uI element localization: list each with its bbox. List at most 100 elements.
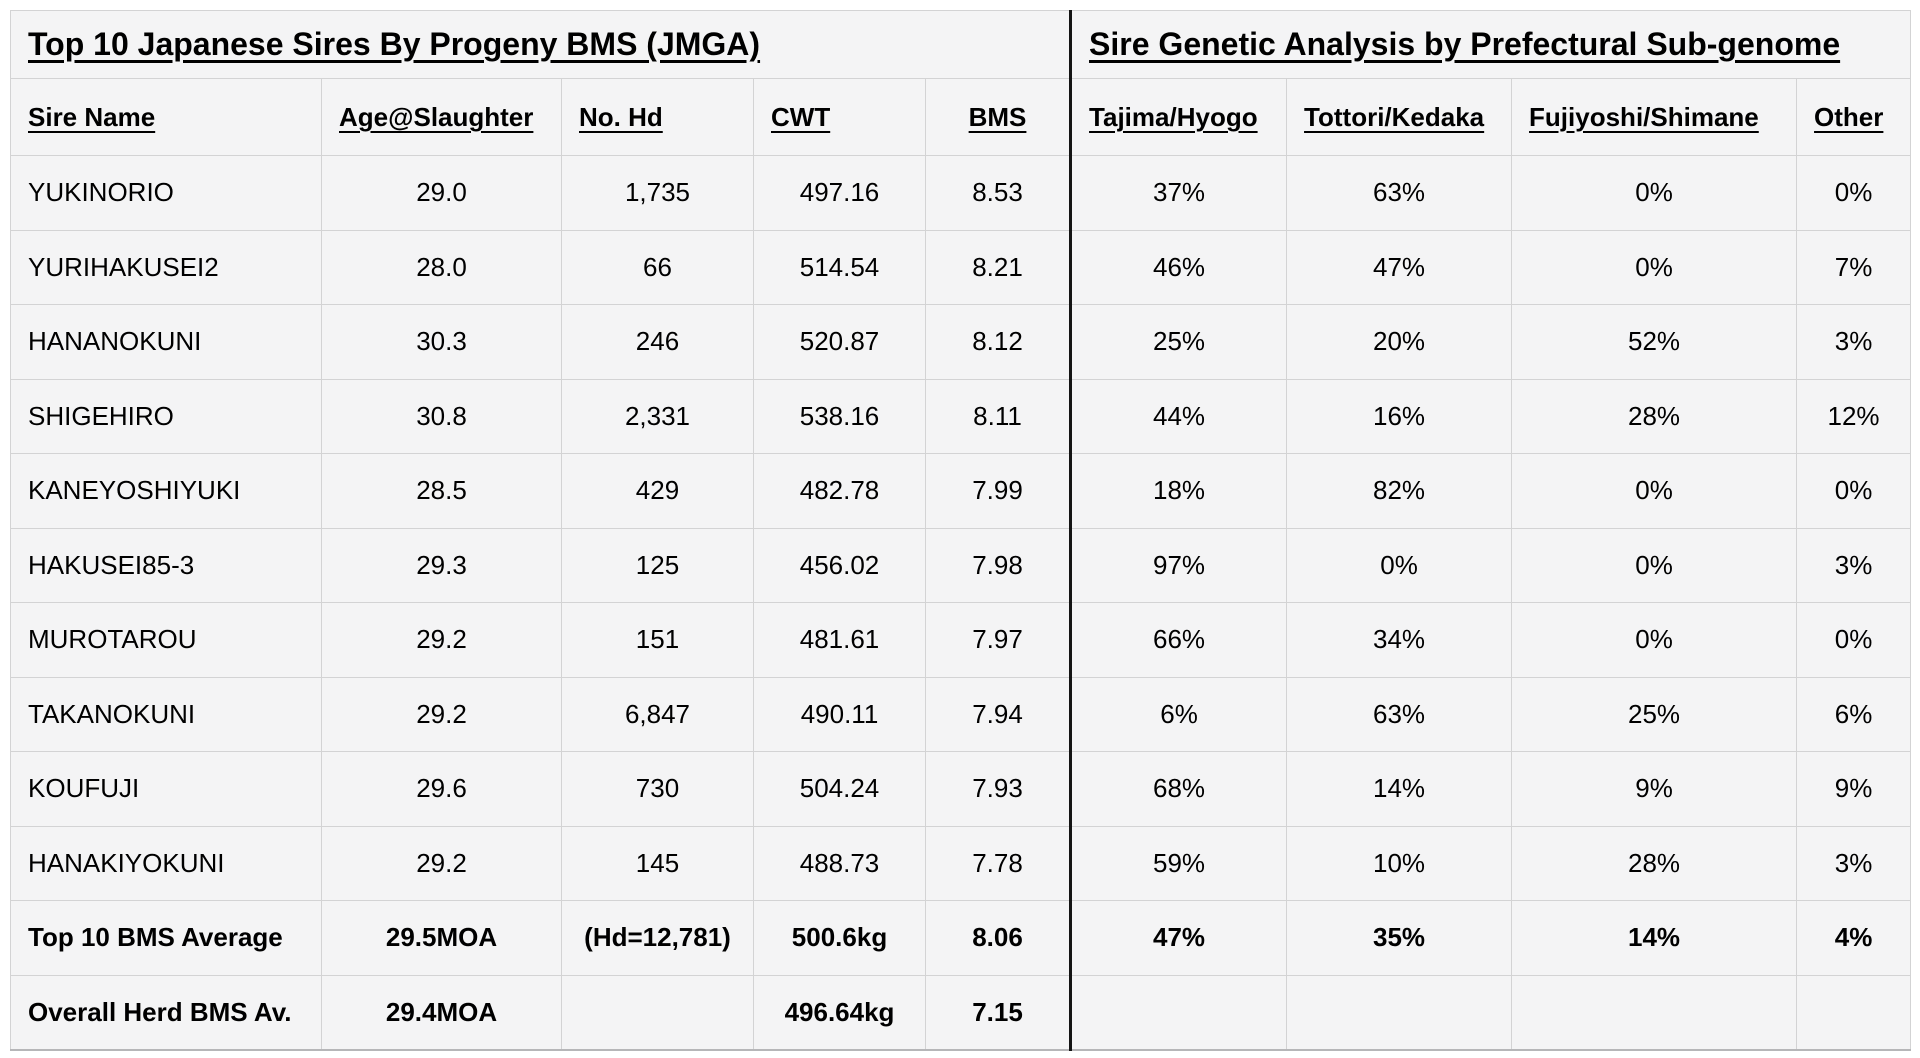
fujiyoshi-shimane-cell: 52% (1511, 304, 1798, 380)
sire-name-cell: KANEYOSHIYUKI (10, 453, 322, 529)
table-row: HANANOKUNI 30.3 246 520.87 8.12 25% 20% 52% 3% (10, 304, 1912, 380)
bms-cell: 7.94 (924, 676, 1072, 752)
table-row: YUKINORIO 29.0 1,735 497.16 8.53 37% 63% 0% 0% (10, 155, 1912, 231)
cwt-cell: 488.73 (753, 825, 926, 901)
table-row: KOUFUJI 29.6 730 504.24 7.93 68% 14% 9% 9% (10, 751, 1912, 827)
head-count-cell: (Hd=12,781) (561, 900, 754, 976)
head-count-cell: 145 (561, 825, 754, 901)
other-cell: 7% (1796, 229, 1912, 305)
head-count-cell: 1,735 (561, 155, 754, 231)
tottori-kedaka-cell: 10% (1286, 825, 1513, 901)
table-row: SHIGEHIRO 30.8 2,331 538.16 8.11 44% 16% 28% 12% (10, 378, 1912, 454)
other-cell: 3% (1796, 825, 1912, 901)
head-count-cell: 151 (561, 602, 754, 678)
tajima-hyogo-cell: 59% (1069, 825, 1288, 901)
bms-cell: 7.78 (924, 825, 1072, 901)
cwt-cell: 490.11 (753, 676, 926, 752)
tottori-kedaka-cell: 20% (1286, 304, 1513, 380)
tajima-hyogo-cell: 47% (1069, 900, 1288, 976)
column-header-no-hd: No. Hd (561, 78, 754, 156)
tottori-kedaka-cell: 16% (1286, 378, 1513, 454)
age-cell: 29.5MOA (321, 900, 562, 976)
cwt-cell: 500.6kg (753, 900, 926, 976)
tajima-hyogo-cell: 97% (1069, 527, 1288, 603)
age-cell: 28.5 (321, 453, 562, 529)
tottori-kedaka-cell: 34% (1286, 602, 1513, 678)
right-table-title: Sire Genetic Analysis by Prefectural Sub… (1069, 10, 1912, 79)
table-row: HANAKIYOKUNI 29.2 145 488.73 7.78 59% 10% 28% 3% (10, 825, 1912, 901)
sire-name-cell: YUKINORIO (10, 155, 322, 231)
cwt-cell: 456.02 (753, 527, 926, 603)
table-row: MUROTAROU 29.2 151 481.61 7.97 66% 34% 0% 0% (10, 602, 1912, 678)
age-cell: 29.2 (321, 602, 562, 678)
fujiyoshi-shimane-cell: 0% (1511, 229, 1798, 305)
title-row: Top 10 Japanese Sires By Progeny BMS (JM… (9, 10, 1912, 79)
column-header-sire-name: Sire Name (10, 78, 322, 156)
cwt-cell: 514.54 (753, 229, 926, 305)
tajima-hyogo-cell: 18% (1069, 453, 1288, 529)
head-count-cell: 66 (561, 229, 754, 305)
other-cell: 6% (1796, 676, 1912, 752)
sire-name-cell: HANAKIYOKUNI (10, 825, 322, 901)
table-row: KANEYOSHIYUKI 28.5 429 482.78 7.99 18% 82% 0% 0% (10, 453, 1912, 529)
fujiyoshi-shimane-cell: 0% (1511, 155, 1798, 231)
tottori-kedaka-cell: 14% (1286, 751, 1513, 827)
bms-cell: 8.06 (924, 900, 1072, 976)
cwt-cell: 482.78 (753, 453, 926, 529)
head-count-cell: 2,331 (561, 378, 754, 454)
column-header-tajima-hyogo: Tajima/Hyogo (1069, 78, 1288, 156)
bms-cell: 8.11 (924, 378, 1072, 454)
age-cell: 29.3 (321, 527, 562, 603)
fujiyoshi-shimane-cell: 28% (1511, 378, 1798, 454)
age-cell: 29.6 (321, 751, 562, 827)
fujiyoshi-shimane-cell (1511, 974, 1798, 1051)
column-header-tottori-kedaka: Tottori/Kedaka (1286, 78, 1513, 156)
sire-name-cell: KOUFUJI (10, 751, 322, 827)
bms-cell: 7.93 (924, 751, 1072, 827)
tottori-kedaka-cell: 47% (1286, 229, 1513, 305)
head-count-cell: 730 (561, 751, 754, 827)
head-count-cell (561, 974, 754, 1051)
fujiyoshi-shimane-cell: 28% (1511, 825, 1798, 901)
other-cell: 4% (1796, 900, 1912, 976)
column-header-cwt: CWT (753, 78, 926, 156)
age-cell: 30.3 (321, 304, 562, 380)
tajima-hyogo-cell: 37% (1069, 155, 1288, 231)
cwt-cell: 504.24 (753, 751, 926, 827)
table-row: HAKUSEI85-3 29.3 125 456.02 7.98 97% 0% 0% 3% (10, 527, 1912, 603)
age-cell: 28.0 (321, 229, 562, 305)
bms-cell: 8.21 (924, 229, 1072, 305)
other-cell (1796, 974, 1912, 1051)
tajima-hyogo-cell: 46% (1069, 229, 1288, 305)
other-cell: 12% (1796, 378, 1912, 454)
age-cell: 29.0 (321, 155, 562, 231)
age-cell: 30.8 (321, 378, 562, 454)
sire-name-cell: HANANOKUNI (10, 304, 322, 380)
head-count-cell: 125 (561, 527, 754, 603)
tottori-kedaka-cell: 63% (1286, 676, 1513, 752)
sire-name-cell: Top 10 BMS Average (10, 900, 322, 976)
table-row: YURIHAKUSEI2 28.0 66 514.54 8.21 46% 47% 0% 7% (10, 229, 1912, 305)
other-cell: 3% (1796, 527, 1912, 603)
head-count-cell: 429 (561, 453, 754, 529)
tajima-hyogo-cell: 66% (1069, 602, 1288, 678)
cwt-cell: 481.61 (753, 602, 926, 678)
sire-name-cell: HAKUSEI85-3 (10, 527, 322, 603)
sire-name-cell: TAKANOKUNI (10, 676, 322, 752)
bms-cell: 8.12 (924, 304, 1072, 380)
column-header-row: Sire Name Age@Slaughter No. Hd CWT BMS T… (10, 78, 1912, 156)
head-count-cell: 246 (561, 304, 754, 380)
other-cell: 0% (1796, 453, 1912, 529)
head-count-cell: 6,847 (561, 676, 754, 752)
bms-cell: 7.15 (924, 974, 1072, 1051)
column-header-other: Other (1796, 78, 1912, 156)
tottori-kedaka-cell (1286, 974, 1513, 1051)
sire-name-cell: YURIHAKUSEI2 (10, 229, 322, 305)
other-cell: 9% (1796, 751, 1912, 827)
bms-cell: 7.98 (924, 527, 1072, 603)
tajima-hyogo-cell: 6% (1069, 676, 1288, 752)
column-header-age-at-slaughter: Age@Slaughter (321, 78, 562, 156)
tajima-hyogo-cell (1069, 974, 1288, 1051)
summary-row: Top 10 BMS Average 29.5MOA (Hd=12,781) 500.… (10, 900, 1912, 976)
